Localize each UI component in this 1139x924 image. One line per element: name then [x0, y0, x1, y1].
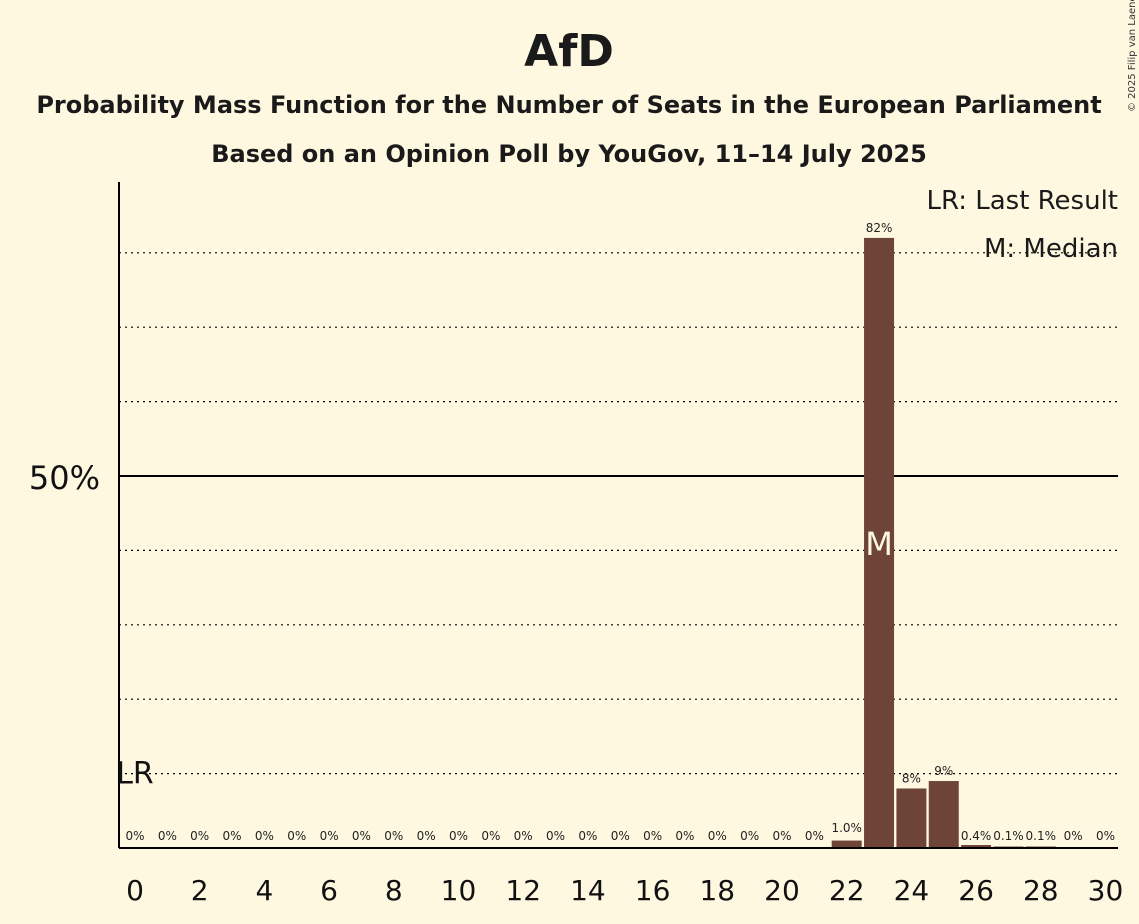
bar-value-label-30: 0% [1096, 829, 1115, 843]
bar-value-label-10: 0% [449, 829, 468, 843]
y-tick-label-50: 50% [29, 459, 100, 497]
bar-value-label-18: 0% [708, 829, 727, 843]
bar-value-label-11: 0% [481, 829, 500, 843]
legend-last-result: LR: Last Result [926, 186, 1118, 216]
bar-value-labels: 0% 0% 0% 0% 0% 0% 0% 0% 0% 0% 0% 0% 0% 0% 0% 0% 0% 0% 0% 0%… [125, 221, 1115, 843]
x-tick-label-6: 6 [320, 874, 338, 907]
x-tick-label-26: 26 [958, 874, 994, 907]
chart-subtitle-2: Based on an Opinion Poll by YouGov, 11–1… [211, 140, 927, 168]
bar-value-label-5: 0% [287, 829, 306, 843]
bar-value-label-25: 9% [934, 764, 953, 778]
x-tick-label-12: 12 [505, 874, 541, 907]
chart-subtitle-1: Probability Mass Function for the Number… [36, 91, 1101, 119]
bar-value-label-12: 0% [514, 829, 533, 843]
bars [831, 237, 1056, 849]
bar-seats-26 [961, 845, 992, 848]
bar-seats-22 [831, 840, 862, 848]
bar-value-label-3: 0% [223, 829, 242, 843]
bar-seats-24 [896, 788, 927, 848]
copyright-text: © 2025 Filip van Laenen [1127, 0, 1138, 112]
x-tick-label-18: 18 [699, 874, 735, 907]
bar-value-label-29: 0% [1064, 829, 1083, 843]
legend-median: M: Median [984, 234, 1118, 264]
bar-value-label-7: 0% [352, 829, 371, 843]
bar-seats-25 [928, 781, 959, 848]
x-tick-label-16: 16 [635, 874, 671, 907]
x-tick-label-20: 20 [764, 874, 800, 907]
bar-value-label-14: 0% [578, 829, 597, 843]
bar-value-label-28: 0.1% [1026, 829, 1057, 843]
bar-value-label-2: 0% [190, 829, 209, 843]
bar-seats-23 [864, 237, 895, 849]
last-result-label: LR [116, 757, 154, 792]
bar-value-label-9: 0% [417, 829, 436, 843]
x-tick-label-10: 10 [441, 874, 477, 907]
x-tick-label-0: 0 [126, 874, 144, 907]
x-axis-ticks: 0 2 4 6 8 10 12 14 16 18 20 22 24 26 28 30 [126, 874, 1123, 907]
bar-value-label-19: 0% [740, 829, 759, 843]
bar-value-label-20: 0% [772, 829, 791, 843]
median-label: M [865, 525, 893, 563]
gridlines [119, 252, 1118, 775]
x-tick-label-24: 24 [894, 874, 930, 907]
bar-value-label-1: 0% [158, 829, 177, 843]
bar-value-label-21: 0% [805, 829, 824, 843]
chart-title: AfD [524, 26, 614, 77]
bar-value-label-23: 82% [866, 221, 893, 235]
bar-value-label-4: 0% [255, 829, 274, 843]
x-tick-label-2: 2 [191, 874, 209, 907]
bar-value-label-6: 0% [320, 829, 339, 843]
bar-value-label-8: 0% [384, 829, 403, 843]
bar-value-label-13: 0% [546, 829, 565, 843]
bar-value-label-16: 0% [643, 829, 662, 843]
bar-value-label-27: 0.1% [993, 829, 1024, 843]
x-tick-label-8: 8 [385, 874, 403, 907]
x-tick-label-28: 28 [1023, 874, 1059, 907]
bar-value-label-0: 0% [125, 829, 144, 843]
bar-value-label-15: 0% [611, 829, 630, 843]
x-tick-label-22: 22 [829, 874, 865, 907]
bar-value-label-24: 8% [902, 771, 921, 785]
x-tick-label-30: 30 [1088, 874, 1124, 907]
bar-value-label-17: 0% [675, 829, 694, 843]
bar-value-label-22: 1.0% [831, 821, 862, 835]
bar-value-label-26: 0.4% [961, 829, 992, 843]
x-tick-label-14: 14 [570, 874, 606, 907]
x-tick-label-4: 4 [255, 874, 273, 907]
